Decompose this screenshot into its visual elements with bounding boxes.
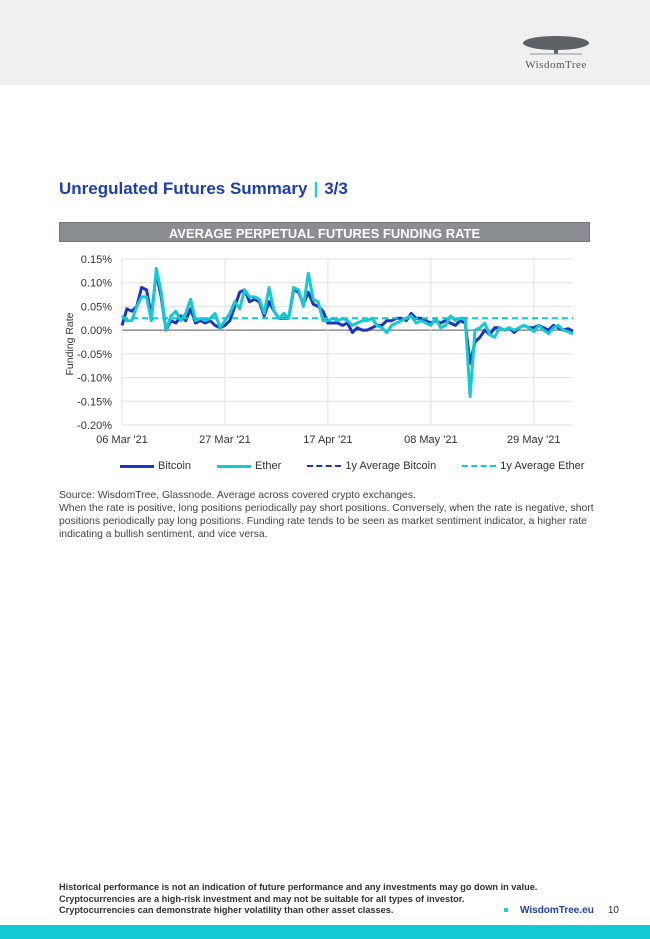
page-number: 10 — [607, 905, 619, 916]
x-tick-label: 29 May '21 — [507, 434, 560, 446]
title-text: Unregulated Futures Summary — [59, 179, 308, 198]
disclaimer-line: Historical performance is not an indicat… — [59, 882, 538, 892]
legend-label: 1y Average Bitcoin — [345, 460, 437, 472]
legend-label: 1y Average Ether — [500, 460, 585, 472]
x-tick-label: 17 Apr '21 — [303, 434, 352, 446]
explanation-text: When the rate is positive, long position… — [59, 503, 594, 540]
y-tick-label: -0.05% — [77, 349, 112, 361]
disclaimer: Historical performance is not an indicat… — [59, 882, 537, 917]
chart-title: AVERAGE PERPETUAL FUTURES FUNDING RATE — [59, 222, 590, 242]
x-tick-label: 08 May '21 — [404, 434, 457, 446]
chart-legend: Bitcoin Ether 1y Average Bitcoin 1y Aver… — [120, 460, 584, 472]
y-tick-label: 0.15% — [81, 254, 112, 266]
y-tick-label: -0.20% — [77, 420, 112, 432]
legend-label: Ether — [255, 460, 282, 472]
legend-label: Bitcoin — [158, 460, 192, 472]
x-tick-label: 27 Mar '21 — [199, 434, 251, 446]
footer-bar — [0, 925, 650, 939]
bullet-icon — [504, 908, 508, 913]
legend-bitcoin: Bitcoin — [120, 460, 191, 472]
y-tick-label: 0.00% — [81, 325, 112, 337]
source-note: Source: WisdomTree, Glassnode. Average a… — [59, 489, 594, 541]
y-tick-label: -0.10% — [77, 373, 112, 385]
source-line: Source: WisdomTree, Glassnode. Average a… — [59, 490, 416, 501]
y-tick-label: 0.10% — [81, 278, 112, 290]
y-tick-label: -0.15% — [77, 396, 112, 408]
page-header: WisdomTree — [0, 0, 650, 85]
page-title: Unregulated Futures Summary | 3/3 — [59, 179, 348, 199]
tree-icon — [523, 36, 589, 55]
series-ether — [120, 267, 574, 398]
y-axis-label: Funding Rate — [64, 312, 76, 375]
legend-avg-bitcoin: 1y Average Bitcoin — [307, 460, 436, 472]
disclaimer-line: Cryptocurrencies can demonstrate higher … — [59, 905, 394, 915]
website-link[interactable]: WisdomTree.eu — [520, 905, 594, 916]
legend-ether: Ether — [217, 460, 281, 472]
x-tick-label: 06 Mar '21 — [96, 434, 148, 446]
footer-right: WisdomTree.eu 10 — [504, 905, 619, 916]
funding-rate-chart: 0.15% 0.10% 0.05% 0.00% -0.05% -0.10% -0.15% -0… — [64, 254, 574, 446]
disclaimer-line: Cryptocurrencies are a high-risk investm… — [59, 893, 465, 904]
logo-text: WisdomTree — [525, 59, 587, 71]
title-separator: | — [313, 179, 319, 198]
legend-avg-ether: 1y Average Ether — [462, 460, 584, 472]
wisdomtree-logo: WisdomTree — [510, 34, 602, 74]
title-page-part: 3/3 — [324, 179, 348, 198]
y-tick-label: 0.05% — [81, 301, 112, 313]
